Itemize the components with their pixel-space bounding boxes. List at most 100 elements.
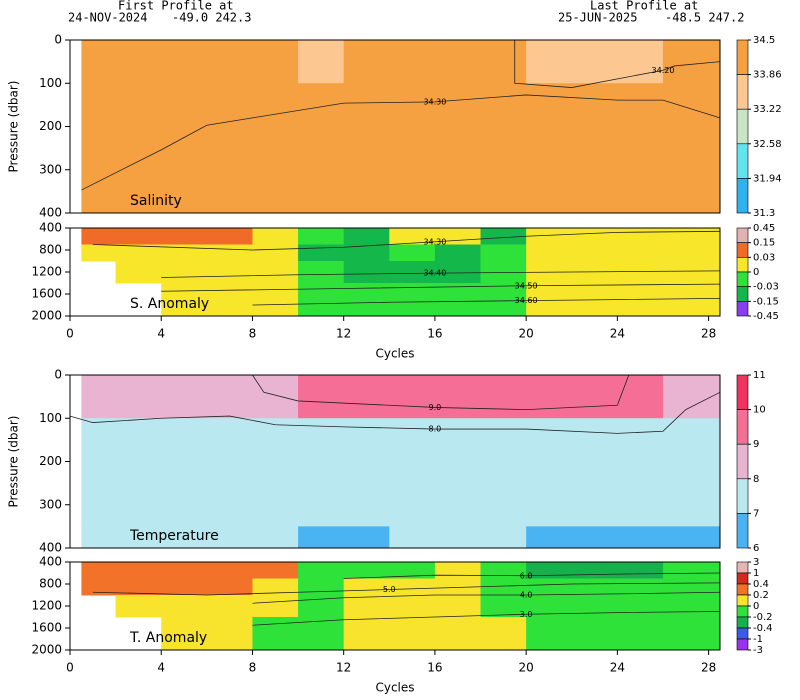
cell [298,283,345,317]
colorbar-label: -0.45 [753,311,779,322]
colorbar-label: 7 [753,508,759,519]
cell [206,375,253,419]
colorbar-swatch [736,271,749,287]
cell [480,483,527,527]
cell [434,617,482,651]
cell [81,578,117,596]
cell [252,483,299,527]
y-tick-label: 0 [54,33,62,47]
cell [526,595,573,618]
contour-label: 34.30 [423,97,446,106]
cell [434,375,482,419]
cell [662,83,721,214]
cell [571,562,618,579]
contour-line [252,611,721,626]
cell [662,244,721,262]
colorbar-swatch [736,572,749,585]
cell [161,418,208,484]
cell [298,228,345,245]
cell [161,283,208,317]
x-tick-label: 28 [701,327,716,341]
cell [81,244,117,262]
cell [161,562,208,579]
cell [343,375,390,419]
colorbar-swatch [736,242,749,258]
cell [434,562,482,579]
first-label: First Profile at [118,0,234,13]
colorbar-swatch [736,374,749,410]
contour-label: 34.60 [515,296,538,305]
contour-label: 5.0 [383,585,396,594]
cell [617,526,664,549]
cell [571,526,618,549]
cell [389,562,436,579]
y-tick-label: 1600 [31,621,62,635]
cell [662,526,721,549]
colorbar-label: -0.15 [753,296,779,307]
contour-label: 34.20 [652,66,675,75]
cell [434,595,482,618]
colorbar-swatch [736,583,749,596]
cell [343,40,390,84]
panel-label: Salinity [130,193,182,209]
cell [662,562,721,579]
contour-label: 6.0 [520,571,533,580]
cell [617,83,664,214]
colorbar-swatch [736,409,749,445]
contour-line [161,270,721,278]
x-tick-label: 0 [66,327,74,341]
colorbar-label: 0.4 [753,579,769,590]
cell [662,483,721,527]
cell [571,578,618,596]
contour-line [514,40,721,88]
panel-label: T. Anomaly [129,630,207,646]
cell [480,228,527,245]
cell [252,228,299,245]
cell [480,526,527,549]
y-tick-label: 800 [39,577,62,591]
cell [571,40,618,84]
cell [434,526,482,549]
panel-label: Temperature [129,528,219,544]
cell [389,526,436,549]
cell [434,40,482,84]
cell [252,375,299,419]
colorbar-swatch [736,286,749,302]
y-tick-label: 400 [39,541,62,555]
cell [115,244,162,262]
colorbar-swatch [736,594,749,607]
cell [298,83,345,214]
colorbar-label: 0 [753,267,759,278]
colorbar-swatch [736,108,749,145]
x-tick-label: 12 [336,661,351,675]
cell [206,578,253,596]
cell [161,228,208,245]
contour-line [252,591,721,604]
cell [343,261,390,284]
cell [81,375,117,419]
cell [343,483,390,527]
x-tick-label: 12 [336,327,351,341]
colorbar-swatch [736,227,749,243]
y-tick-label: 2000 [31,643,62,657]
contour-line [161,283,721,292]
cell [161,40,208,84]
cell [662,418,721,484]
colorbar-swatch [736,513,749,549]
last-date: 25-JUN-2025 [558,11,637,25]
colorbar-label: 8 [753,474,759,485]
cell [298,562,345,579]
cell [617,578,664,596]
cell [389,228,436,245]
cell [617,595,664,618]
cell [161,595,208,618]
colorbar-label: 33.86 [753,70,782,81]
colorbar-swatch [736,616,749,629]
contour-label: 4.0 [520,591,533,600]
contour-line [252,374,630,411]
cell [343,595,390,618]
colorbar-label: 0.15 [753,238,775,249]
colorbar-swatch [736,627,749,640]
cell [617,244,664,262]
cell [206,244,253,262]
